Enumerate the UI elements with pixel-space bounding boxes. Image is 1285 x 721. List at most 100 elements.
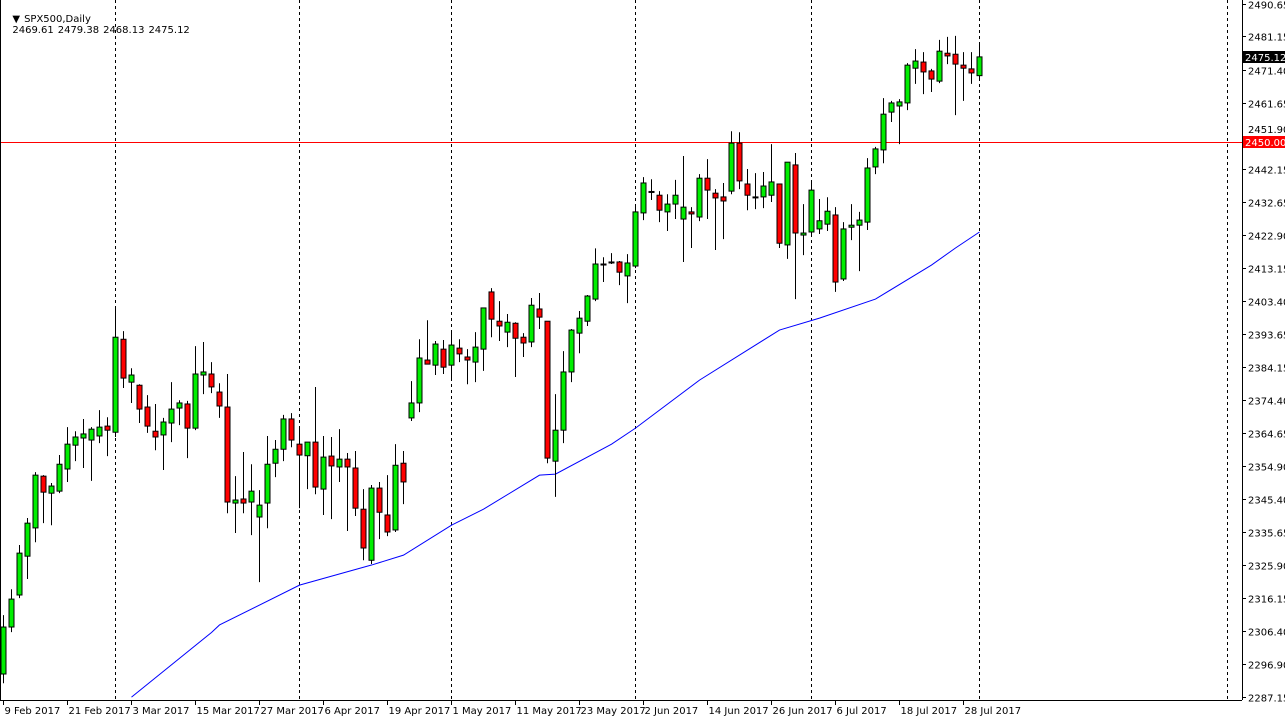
price-tick-label: 2422.90 [1248,232,1285,243]
candle-body [248,490,255,503]
price-tick-label: 2306.40 [1248,628,1285,639]
candle-body [336,458,343,468]
candle [736,132,743,190]
candle [576,310,583,354]
candle [960,52,967,101]
candle-body [192,373,199,429]
candle [536,292,543,330]
candle [352,450,359,517]
candle-body [624,262,631,277]
candle-body [784,161,791,246]
candle-body [128,374,135,383]
candle-body [816,220,823,230]
candle-body [904,64,911,104]
candle-body [472,346,479,363]
candle-body [144,406,151,427]
price-tick-label: 2403.40 [1248,298,1285,309]
candle-body [288,418,295,441]
time-tick-label: 6 Jul 2017 [837,706,887,717]
candle-body [560,371,567,431]
candle-body [264,463,271,504]
candle [32,472,39,543]
candle-body [736,142,743,182]
candle [816,198,823,235]
candle-body [400,462,407,483]
candle [480,307,487,371]
candle [88,427,95,481]
candle-body [840,228,847,280]
candle-body [688,211,695,215]
candle [720,182,727,240]
candle-body [0,626,7,675]
price-tick-label: 2393.65 [1248,331,1285,342]
horizontal-line-badge [1243,136,1285,148]
close-value: 2475.12 [148,25,190,36]
candle [768,144,775,203]
candle [680,156,687,262]
candle-body [344,458,351,468]
candle-body [72,436,79,446]
candle [96,410,103,444]
candle [328,436,335,520]
candle-body [672,194,679,205]
candle [424,320,431,365]
candle [104,417,111,457]
candle [384,475,391,537]
candle [440,339,447,374]
candle [136,384,143,424]
triangle-down-icon[interactable]: ▼ [12,14,21,25]
candle-body [488,291,495,320]
price-tick-label: 2384.15 [1248,364,1285,375]
price-tick-label: 2374.40 [1248,397,1285,408]
candle-body [328,455,335,467]
candle [48,482,55,526]
candle [592,248,599,302]
candle [248,464,255,536]
time-tick-label: 18 Jul 2017 [901,706,958,717]
candle [600,257,607,283]
candle [872,146,879,175]
low-value: 2468.13 [103,25,145,36]
time-tick-label: 15 Mar 2017 [197,706,260,717]
candle-body [296,443,303,456]
time-tick-label: 19 Apr 2017 [389,706,451,717]
candle [72,431,79,462]
candle [376,481,383,540]
candle [0,615,7,684]
candle [176,400,183,426]
candle-body [680,206,687,220]
candle [544,320,551,464]
candle-body [656,194,663,211]
candle [448,332,455,379]
candle [416,339,423,413]
candle-body [616,261,623,273]
candle [472,332,479,383]
candle [528,298,535,348]
price-tick-label: 2335.65 [1248,529,1285,540]
candle [648,179,655,200]
candle-body [360,508,367,549]
candle-body [528,304,535,343]
candle-body [752,196,759,199]
candle-body [216,391,223,407]
candle [912,49,919,84]
candle-body [16,552,23,596]
candle-body [312,441,319,488]
candle [128,368,135,403]
price-tick-label: 2471.40 [1248,67,1285,78]
candle-body [280,418,287,450]
candle-body [832,214,839,283]
chart-header: ▼ SPX500,Daily 2469.61 2479.38 2468.13 2475.… [6,3,194,36]
time-tick-label: 27 Mar 2017 [261,706,324,717]
time-tick-label: 28 Jul 2017 [965,706,1022,717]
candle-body [184,403,191,429]
candle [272,440,279,478]
price-tick-label: 2490.65 [1248,1,1285,12]
candle [800,204,807,256]
candle [80,418,87,468]
candle [184,400,191,459]
candle [200,341,207,395]
candle [368,485,375,565]
candle-body [456,347,463,355]
